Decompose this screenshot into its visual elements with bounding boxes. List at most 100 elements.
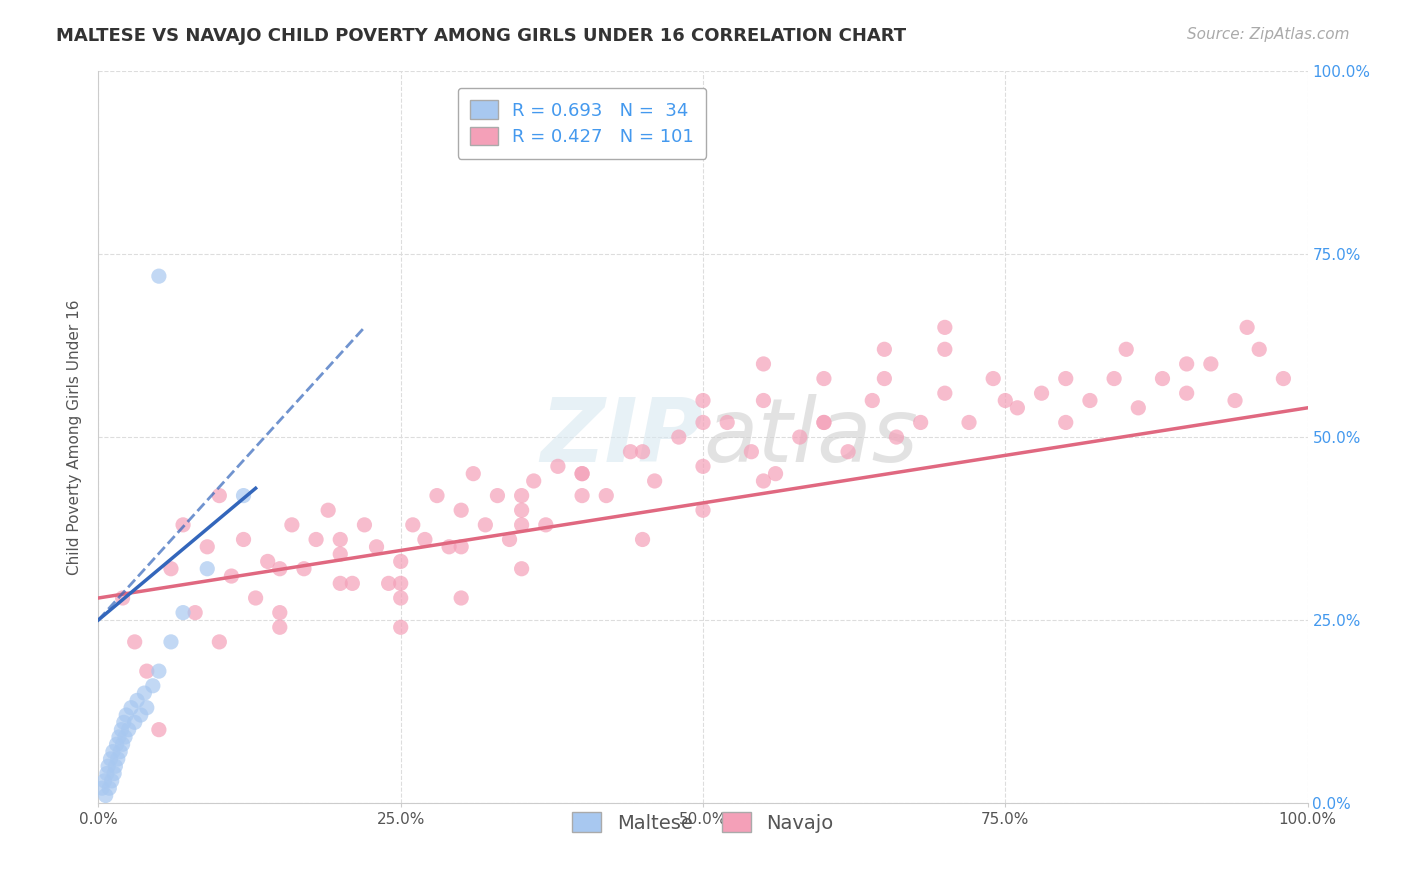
Point <box>269 606 291 620</box>
Point <box>1078 393 1101 408</box>
Point <box>208 489 231 503</box>
Point <box>135 700 157 714</box>
Point <box>740 444 762 458</box>
Point <box>1236 320 1258 334</box>
Point <box>292 562 315 576</box>
Point <box>148 664 170 678</box>
Point <box>172 517 194 532</box>
Point <box>135 664 157 678</box>
Point <box>97 759 120 773</box>
Point <box>108 730 131 744</box>
Point <box>813 416 835 430</box>
Point <box>94 789 117 803</box>
Point <box>316 503 339 517</box>
Point <box>353 517 375 532</box>
Point <box>692 416 714 430</box>
Point <box>107 752 129 766</box>
Point <box>124 715 146 730</box>
Point <box>571 489 593 503</box>
Point <box>111 737 134 751</box>
Point <box>96 766 118 780</box>
Point <box>437 540 460 554</box>
Point <box>752 393 775 408</box>
Point <box>134 686 156 700</box>
Text: Source: ZipAtlas.com: Source: ZipAtlas.com <box>1187 27 1350 42</box>
Point <box>377 576 399 591</box>
Point <box>765 467 787 481</box>
Point <box>523 474 546 488</box>
Point <box>93 773 115 788</box>
Point <box>115 708 138 723</box>
Point <box>389 591 412 605</box>
Point <box>184 606 207 620</box>
Point <box>910 416 932 430</box>
Point <box>886 430 908 444</box>
Point <box>329 547 352 561</box>
Point <box>994 393 1017 408</box>
Point <box>195 540 218 554</box>
Point <box>957 416 980 430</box>
Point <box>716 416 738 430</box>
Point <box>120 700 142 714</box>
Point <box>631 533 654 547</box>
Point <box>413 533 436 547</box>
Point <box>934 386 956 401</box>
Point <box>450 591 472 605</box>
Point <box>172 606 194 620</box>
Point <box>1031 386 1053 401</box>
Point <box>232 489 254 503</box>
Point <box>269 562 291 576</box>
Point <box>474 517 496 532</box>
Point <box>463 467 485 481</box>
Point <box>692 503 714 517</box>
Point <box>1102 371 1125 385</box>
Point <box>571 467 593 481</box>
Point <box>981 371 1004 385</box>
Point <box>142 679 165 693</box>
Point <box>108 745 131 759</box>
Point <box>105 737 128 751</box>
Point <box>148 723 170 737</box>
Point <box>1175 386 1198 401</box>
Point <box>934 320 956 334</box>
Point <box>813 371 835 385</box>
Point <box>114 730 136 744</box>
Point <box>450 503 472 517</box>
Point <box>389 620 412 634</box>
Text: ZIP: ZIP <box>540 393 703 481</box>
Point <box>329 576 352 591</box>
Point <box>160 635 183 649</box>
Point <box>124 635 146 649</box>
Point <box>789 430 811 444</box>
Point <box>389 576 412 591</box>
Point <box>873 343 896 357</box>
Point <box>1272 371 1295 385</box>
Point <box>668 430 690 444</box>
Point <box>873 371 896 385</box>
Point <box>101 745 124 759</box>
Point <box>752 357 775 371</box>
Point <box>104 759 127 773</box>
Point <box>208 635 231 649</box>
Point <box>752 474 775 488</box>
Point <box>510 562 533 576</box>
Y-axis label: Child Poverty Among Girls Under 16: Child Poverty Among Girls Under 16 <box>67 300 83 574</box>
Point <box>837 444 859 458</box>
Point <box>510 517 533 532</box>
Point <box>1054 416 1077 430</box>
Point <box>619 444 641 458</box>
Point <box>160 562 183 576</box>
Point <box>269 620 291 634</box>
Point <box>934 343 956 357</box>
Point <box>402 517 425 532</box>
Point <box>510 503 533 517</box>
Point <box>692 459 714 474</box>
Point <box>426 489 449 503</box>
Point <box>813 416 835 430</box>
Point <box>498 533 520 547</box>
Point <box>692 393 714 408</box>
Point <box>118 723 141 737</box>
Point <box>366 540 388 554</box>
Text: atlas: atlas <box>703 394 918 480</box>
Point <box>111 591 134 605</box>
